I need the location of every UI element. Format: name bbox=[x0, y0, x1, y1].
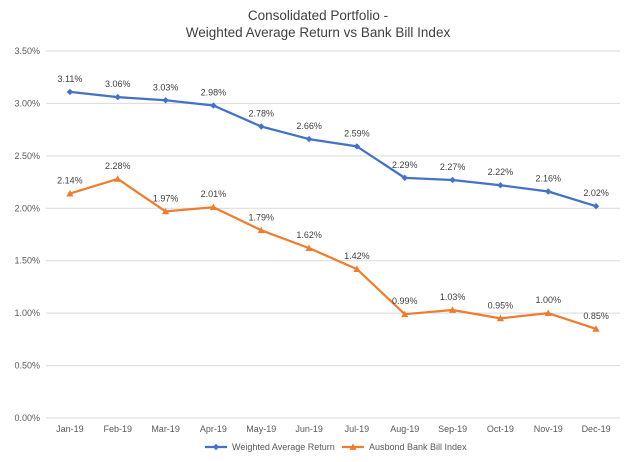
data-point bbox=[66, 190, 74, 197]
y-tick-label: 0.00% bbox=[14, 413, 40, 423]
data-point bbox=[592, 202, 600, 210]
data-label: 2.22% bbox=[488, 167, 514, 177]
data-label: 3.06% bbox=[105, 79, 131, 89]
data-point bbox=[210, 102, 217, 109]
data-label: 3.03% bbox=[153, 82, 179, 92]
x-tick-label: Jul-19 bbox=[345, 424, 370, 434]
data-label: 0.85% bbox=[583, 311, 609, 321]
data-point bbox=[497, 182, 504, 189]
data-point bbox=[66, 88, 74, 96]
data-point bbox=[209, 203, 218, 211]
data-label: 3.11% bbox=[57, 74, 82, 84]
chart-title-line-2: Weighted Average Return vs Bank Bill Ind… bbox=[185, 25, 451, 40]
series-line-1 bbox=[69, 90, 597, 208]
data-point bbox=[353, 265, 361, 272]
data-point bbox=[114, 93, 121, 101]
data-point bbox=[305, 135, 313, 143]
data-label: 1.62% bbox=[296, 230, 322, 240]
data-label: 1.79% bbox=[248, 212, 274, 222]
data-label: 2.59% bbox=[344, 128, 370, 138]
data-label: 2.02% bbox=[583, 188, 609, 198]
data-label: 2.28% bbox=[105, 161, 131, 171]
legend-label: Ausbond Bank Bill Index bbox=[369, 442, 467, 452]
data-point bbox=[401, 310, 409, 318]
x-tick-label: Dec-19 bbox=[582, 424, 611, 434]
data-point bbox=[258, 123, 265, 130]
data-point bbox=[161, 207, 170, 215]
series-line-2 bbox=[69, 177, 597, 330]
y-tick-label: 2.00% bbox=[14, 203, 40, 213]
y-tick-label: 3.00% bbox=[14, 98, 40, 108]
data-label: 1.42% bbox=[344, 251, 370, 261]
data-label: 2.16% bbox=[535, 174, 561, 184]
data-label: 1.00% bbox=[535, 295, 561, 305]
x-tick-label: Jan-19 bbox=[56, 424, 84, 434]
data-point bbox=[305, 244, 313, 252]
data-point bbox=[544, 309, 552, 317]
x-tick-label: Jun-19 bbox=[295, 424, 323, 434]
data-label: 2.27% bbox=[440, 162, 466, 172]
x-tick-label: Nov-19 bbox=[534, 424, 563, 434]
x-tick-label: Apr-19 bbox=[200, 424, 227, 434]
data-point bbox=[401, 174, 408, 182]
data-label: 2.66% bbox=[296, 121, 322, 131]
data-point bbox=[496, 314, 505, 322]
x-tick-label: Feb-19 bbox=[103, 424, 132, 434]
y-tick-label: 2.50% bbox=[14, 151, 40, 161]
chart-title-line-1: Consolidated Portfolio - bbox=[247, 8, 389, 23]
x-tick-label: Sep-19 bbox=[438, 424, 467, 434]
legend-marker bbox=[349, 443, 357, 450]
y-tick-label: 1.50% bbox=[14, 256, 40, 266]
data-label: 0.99% bbox=[392, 296, 418, 306]
data-label: 0.95% bbox=[488, 300, 514, 310]
data-label: 2.78% bbox=[248, 108, 274, 118]
data-point bbox=[353, 143, 361, 150]
data-label: 2.29% bbox=[392, 160, 418, 170]
y-tick-label: 1.00% bbox=[14, 308, 40, 318]
data-point bbox=[162, 97, 169, 104]
legend-label: Weighted Average Return bbox=[232, 442, 335, 452]
data-label: 2.98% bbox=[201, 88, 227, 98]
data-point bbox=[114, 175, 122, 182]
data-point bbox=[448, 306, 457, 313]
x-tick-label: Mar-19 bbox=[151, 424, 180, 434]
data-point bbox=[545, 188, 552, 195]
x-tick-label: Aug-19 bbox=[390, 424, 419, 434]
data-label: 2.14% bbox=[57, 176, 83, 186]
x-tick-label: Oct-19 bbox=[487, 424, 514, 434]
data-point bbox=[449, 176, 456, 184]
data-point bbox=[592, 325, 600, 332]
data-label: 1.03% bbox=[440, 292, 466, 302]
legend-marker bbox=[212, 443, 220, 451]
y-tick-label: 0.50% bbox=[14, 361, 40, 371]
x-tick-label: May-19 bbox=[246, 424, 276, 434]
data-point bbox=[257, 226, 265, 234]
data-label: 1.97% bbox=[153, 193, 179, 203]
y-tick-label: 3.50% bbox=[14, 46, 40, 56]
data-label: 2.01% bbox=[201, 189, 227, 199]
